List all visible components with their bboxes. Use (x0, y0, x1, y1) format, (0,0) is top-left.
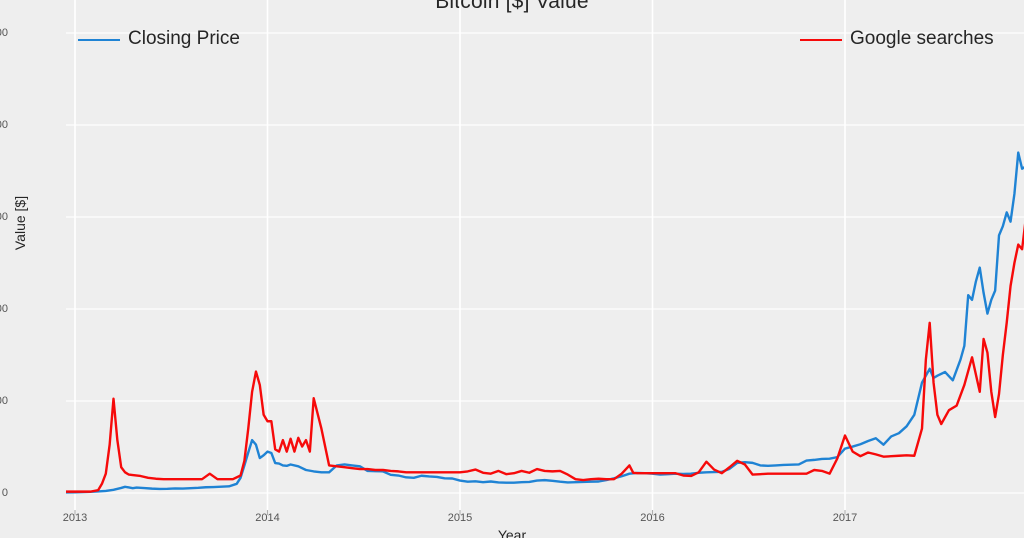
x-tick-label: 2014 (255, 512, 280, 524)
figure-background-lower (0, 510, 1024, 538)
y-tick-label: 10000 (0, 27, 8, 39)
legend-swatch-closing-price (78, 39, 120, 41)
data-series (66, 151, 1024, 494)
series-line-closing-price (66, 151, 1024, 494)
x-axis-label: Year (497, 527, 527, 538)
x-tick-label: 2016 (640, 512, 665, 524)
y-tick-label: 8000 (0, 119, 8, 131)
x-tick-label: 2013 (62, 512, 88, 524)
legend-swatch-google-searches (800, 39, 842, 41)
y-tick-label: 6000 (0, 211, 8, 223)
y-tick-label: 0 (1, 487, 8, 499)
legend-label-closing-price: Closing Price (128, 28, 240, 49)
plot-area-background (66, 0, 1024, 510)
gridlines (66, 0, 1024, 515)
x-tick-label: 2015 (447, 512, 473, 524)
y-tick-label: 4000 (0, 303, 8, 315)
x-tick-label: 2017 (832, 512, 858, 524)
legend-label-google-searches: Google searches (850, 28, 994, 49)
chart-title: Bitcoin [$] Value (435, 0, 589, 13)
series-line-google-searches (66, 223, 1024, 493)
y-tick-label: 2000 (0, 395, 8, 407)
